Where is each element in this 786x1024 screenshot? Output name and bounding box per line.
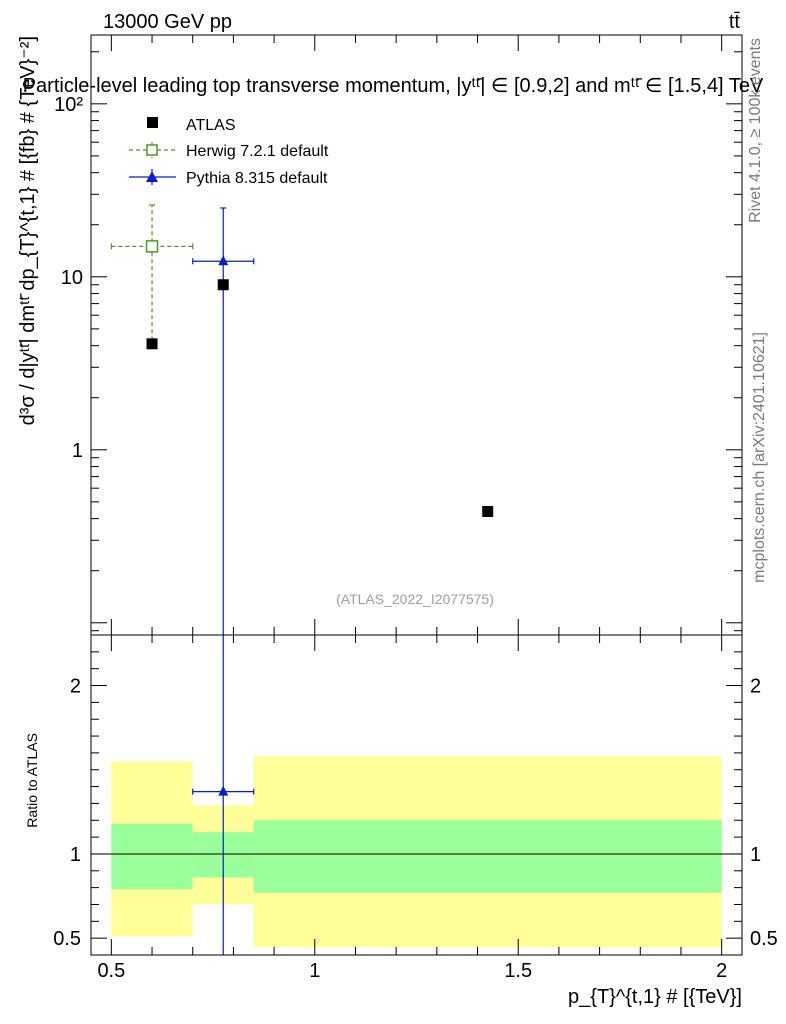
- mcplots-citation-label: mcplots.cern.ch [arXiv:2401.10621]: [751, 332, 768, 583]
- legend-pythia-marker: [146, 171, 158, 182]
- x-axis-title: p_{T}^{t,1} # [{TeV}]: [568, 986, 742, 1008]
- analysis-id-watermark: (ATLAS_2022_I2077575): [336, 591, 494, 607]
- xtick-label-3: 2: [716, 960, 727, 982]
- ratio-pythia-marker: [218, 785, 229, 796]
- main-ytick-label-2: 10²: [54, 94, 83, 116]
- ratio-ytick-label-right-0: 0.5: [750, 928, 778, 950]
- xtick-label-0: 0.5: [97, 960, 125, 982]
- legend-herwig-label: Herwig 7.2.1 default: [186, 143, 329, 160]
- main-ytick-label-1: 10: [61, 267, 83, 289]
- legend-pythia-label: Pythia 8.315 default: [186, 170, 328, 187]
- ratio-band-green-0: [111, 823, 193, 890]
- ratio-ytick-label-left-2: 2: [70, 676, 81, 698]
- ratio-y-axis-title: Ratio to ATLAS: [24, 733, 40, 828]
- atlas-point-0: [146, 338, 158, 350]
- legend-atlas-label: ATLAS: [186, 117, 236, 134]
- header-energy-label: 13000 GeV pp: [103, 11, 232, 33]
- xtick-label-2: 1.5: [504, 960, 532, 982]
- ratio-ytick-label-left-0: 0.5: [53, 928, 81, 950]
- ratio-panel-frame: [90, 634, 743, 956]
- legend-herwig-marker: [146, 144, 158, 156]
- legend-atlas-marker: [147, 117, 158, 128]
- ratio-uncertainty-bands: [111, 756, 722, 948]
- ratio-ytick-label-right-1: 1: [750, 844, 761, 866]
- ratio-band-green-2: [253, 820, 722, 893]
- main-ytick-label-0: 1: [72, 440, 83, 462]
- herwig-point-0: [145, 240, 159, 253]
- main-y-axis-title: d³σ / d|yᵗᵗ̄| dmᵗᵗ̄ dp_{T}^{t,1} # [{fb}…: [17, 36, 39, 425]
- main-y-axis-ticks: 1 10 10²: [54, 51, 742, 632]
- legend: ATLAS Herwig 7.2.1 default Pythia 8.315 …: [129, 117, 329, 187]
- ratio-ytick-label-right-2: 2: [750, 676, 761, 698]
- pythia-point-0: [218, 255, 229, 266]
- atlas-point-1: [217, 279, 229, 291]
- main-data-series: [110, 204, 494, 635]
- ratio-ytick-label-left-1: 1: [70, 844, 81, 866]
- header-process-label: tt̄: [729, 11, 741, 33]
- x-axis-ticks: 0.5 1 1.5 2: [97, 35, 727, 982]
- atlas-point-2: [482, 505, 494, 517]
- xtick-label-1: 1: [309, 960, 320, 982]
- rivet-version-label: Rivet 4.1.0, ≥ 100k events: [747, 38, 764, 223]
- main-title: Particle-level leading top transverse mo…: [23, 75, 764, 97]
- ratio-y-axis-ticks: 0.5 0.5 1 1 2 2: [53, 634, 778, 956]
- ratio-pythia-series: [192, 635, 255, 955]
